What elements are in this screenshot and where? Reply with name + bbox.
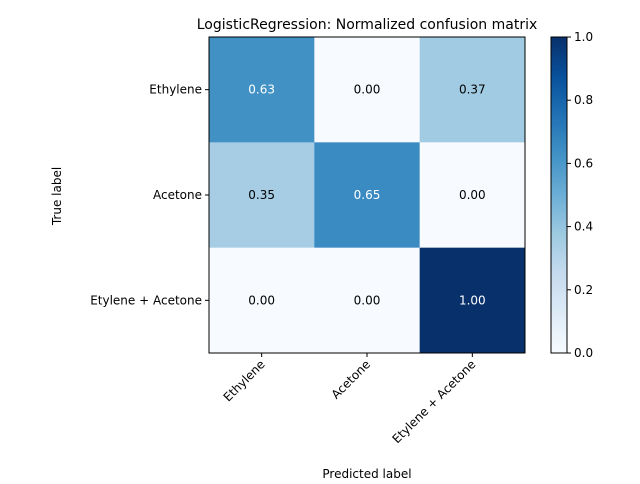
y-tick-label: Ethylene <box>149 83 202 97</box>
heatmap-cell-r0-c0 <box>209 37 315 143</box>
heatmap-cell-r2-c0 <box>209 247 315 354</box>
cell-value-r2-c1: 0.00 <box>354 293 381 307</box>
y-axis-ticks: Ethylene Acetone Etylene + Acetone <box>90 83 209 307</box>
x-axis-label: Predicted label <box>322 467 411 480</box>
colorbar-tick-label: 0.2 <box>574 283 593 297</box>
colorbar-tick-label: 0.8 <box>574 93 593 107</box>
y-axis-label: True label <box>50 167 64 226</box>
cell-value-r1-c1: 0.65 <box>354 188 381 202</box>
heatmap-cell-r1-c1 <box>314 142 421 249</box>
heatmap-cell-r0-c1 <box>314 37 421 143</box>
cell-value-r2-c0: 0.00 <box>248 293 275 307</box>
cell-value-r0-c0: 0.63 <box>248 83 275 97</box>
colorbar-tick-label: 0.6 <box>574 156 593 170</box>
heatmap-cell-r2-c1 <box>314 247 421 354</box>
cell-value-r1-c0: 0.35 <box>248 188 275 202</box>
y-tick-label: Acetone <box>153 188 202 202</box>
x-axis-ticks: Ethylene Acetone Etylene + Acetone <box>221 353 479 446</box>
colorbar-ticks: 0.0 0.2 0.4 0.6 0.8 1.0 <box>567 30 593 360</box>
cell-value-r1-c2: 0.00 <box>459 188 486 202</box>
cell-value-r0-c1: 0.00 <box>354 83 381 97</box>
colorbar-tick-label: 0.4 <box>574 220 593 234</box>
cell-value-r2-c2: 1.00 <box>459 293 486 307</box>
y-tick-label: Etylene + Acetone <box>90 293 202 307</box>
heatmap-cell-r1-c0 <box>209 142 315 249</box>
heatmap-cell-r2-c2 <box>419 247 526 354</box>
x-tick-label: Ethylene <box>221 357 268 404</box>
heatmap-cell-r0-c2 <box>419 37 526 143</box>
chart-title: LogisticRegression: Normalized confusion… <box>197 17 538 33</box>
colorbar-tick-label: 1.0 <box>574 30 593 44</box>
heatmap-cells <box>209 37 526 354</box>
colorbar-tick-label: 0.0 <box>574 346 593 360</box>
heatmap-cell-labels: 0.63 0.00 0.37 0.35 0.65 0.00 0.00 0.00 1.00 <box>248 83 485 308</box>
cell-value-r0-c2: 0.37 <box>459 83 486 97</box>
heatmap-cell-r1-c2 <box>419 142 526 249</box>
x-tick-label: Etylene + Acetone <box>390 357 479 446</box>
colorbar <box>550 36 568 354</box>
x-tick-label: Acetone <box>329 357 374 402</box>
